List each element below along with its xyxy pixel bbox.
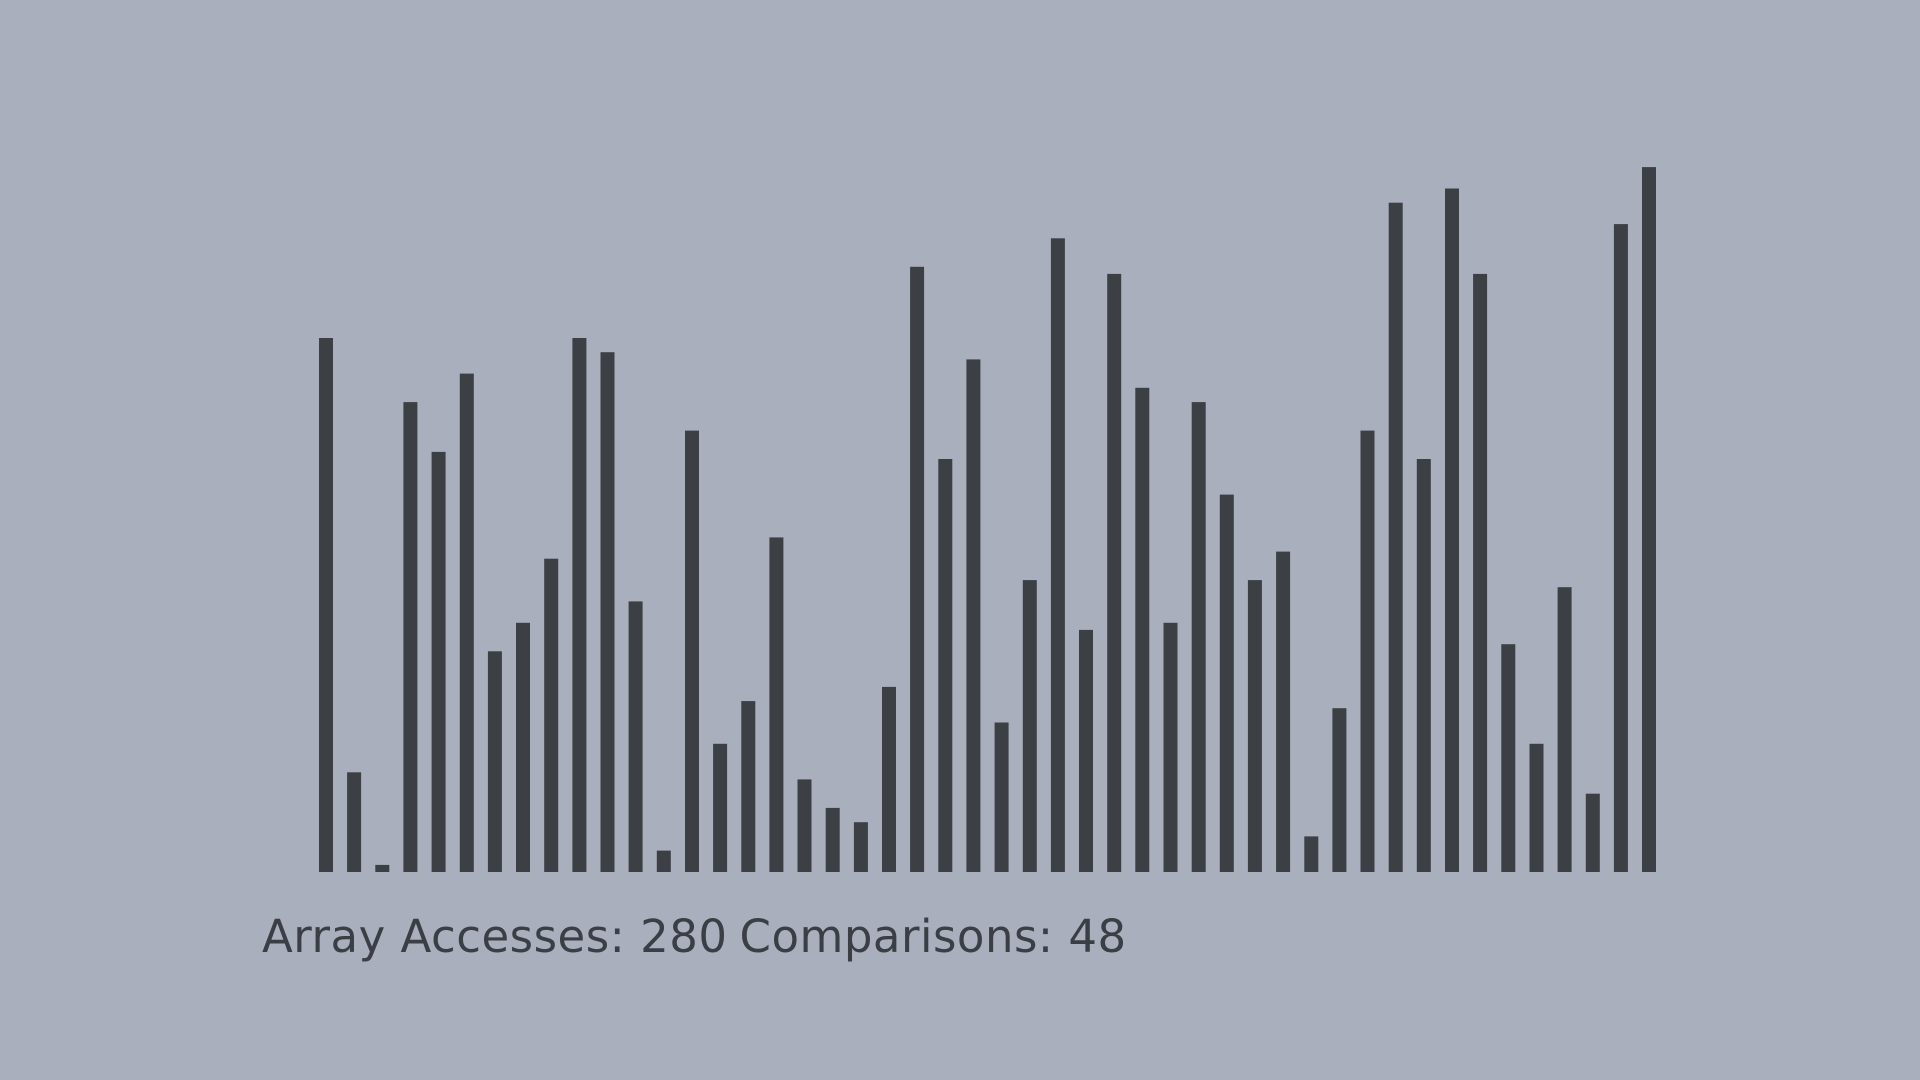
bar-27 bbox=[1050, 238, 1065, 873]
bar-34 bbox=[1247, 580, 1262, 872]
bar-37 bbox=[1332, 708, 1347, 872]
bar-7 bbox=[487, 651, 502, 872]
bar-22 bbox=[910, 266, 925, 872]
bar-32 bbox=[1191, 402, 1206, 872]
bar-24 bbox=[966, 359, 981, 872]
bar-38 bbox=[1360, 430, 1375, 872]
bar-29 bbox=[1107, 273, 1122, 872]
bar-18 bbox=[797, 779, 812, 872]
bar-11 bbox=[600, 352, 615, 872]
bar-44 bbox=[1529, 743, 1544, 872]
bar-40 bbox=[1416, 459, 1431, 872]
bars-group bbox=[319, 167, 1656, 873]
bar-25 bbox=[994, 722, 1009, 872]
bar-28 bbox=[1079, 629, 1093, 872]
bar-36 bbox=[1304, 836, 1319, 872]
bar-15 bbox=[713, 743, 728, 872]
bar-23 bbox=[938, 459, 953, 872]
bar-42 bbox=[1473, 273, 1488, 872]
bar-13 bbox=[656, 850, 671, 872]
bar-19 bbox=[825, 807, 840, 872]
bar-8 bbox=[516, 622, 530, 872]
bar-33 bbox=[1219, 494, 1234, 872]
bar-45 bbox=[1557, 587, 1572, 872]
bar-4 bbox=[403, 402, 418, 872]
bar-39 bbox=[1388, 202, 1403, 872]
array-accesses-label: Array Accesses: 280 bbox=[262, 910, 728, 963]
bar-21 bbox=[882, 686, 896, 872]
bar-14 bbox=[685, 430, 699, 872]
bar-26 bbox=[1022, 580, 1037, 872]
bar-10 bbox=[572, 338, 587, 872]
bar-17 bbox=[769, 537, 784, 872]
bar-48 bbox=[1642, 167, 1656, 873]
bar-2 bbox=[347, 772, 362, 872]
bar-9 bbox=[544, 558, 559, 872]
bar-43 bbox=[1501, 644, 1516, 872]
bar-31 bbox=[1163, 622, 1178, 872]
bar-1 bbox=[319, 338, 333, 872]
bar-6 bbox=[459, 373, 474, 872]
bar-12 bbox=[628, 601, 643, 872]
bar-3 bbox=[375, 864, 390, 872]
bar-5 bbox=[431, 451, 446, 872]
stats-readout: Array Accesses: 280 Comparisons: 48 bbox=[262, 910, 1139, 963]
bar-30 bbox=[1135, 387, 1150, 872]
bar-46 bbox=[1585, 793, 1600, 872]
bar-16 bbox=[741, 701, 756, 872]
bar-20 bbox=[853, 822, 868, 872]
bar-35 bbox=[1276, 551, 1291, 872]
bar-47 bbox=[1613, 224, 1628, 873]
comparisons-label: Comparisons: 48 bbox=[739, 910, 1127, 963]
bar-41 bbox=[1445, 188, 1459, 872]
